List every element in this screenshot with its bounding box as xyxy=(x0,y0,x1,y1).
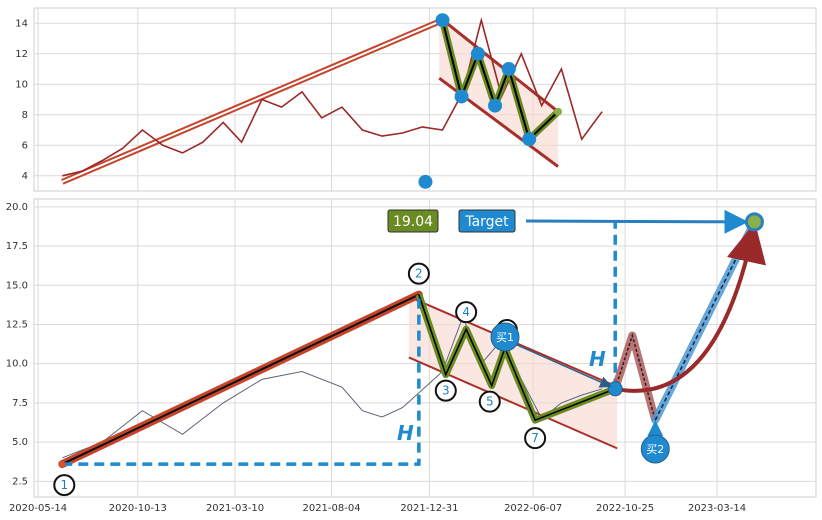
buy-marker-circle xyxy=(640,434,670,464)
top-y-tick-label: 14 xyxy=(15,18,28,29)
top-plot-area xyxy=(33,7,817,192)
bottom-y-tick-label: 17.5 xyxy=(6,241,28,252)
bottom-zigzag xyxy=(415,293,617,424)
bottom-pattern-label: 5 xyxy=(486,395,494,409)
bottom-y-tick-label: 15.0 xyxy=(6,280,28,291)
bottom-y-tick-label: 12.5 xyxy=(6,319,28,330)
bottom-zigzag-inner xyxy=(418,294,616,422)
bottom-pattern-label-circle xyxy=(407,262,430,285)
top-y-ticks: 4 6 8 10 12 14 xyxy=(15,18,28,182)
top-grid xyxy=(34,8,816,191)
bottom-y-tick-label: 7.5 xyxy=(12,398,28,409)
bottom-height-line-pole xyxy=(62,294,421,466)
buy-marker-label: 买1 xyxy=(496,331,514,344)
bottom-y-ticks: 2.5 5.0 7.5 10.0 12.5 15.0 17.5 20.0 xyxy=(6,202,28,487)
bottom-pattern-label: 4 xyxy=(462,305,470,319)
top-pattern-point xyxy=(435,13,450,28)
top-rising-line-inner xyxy=(61,19,443,183)
target-price-box: 19.04 xyxy=(387,209,439,233)
bottom-target-point xyxy=(744,212,764,232)
height-marker-right: H xyxy=(589,347,606,371)
bottom-x-tick-label: 2023-03-14 xyxy=(688,503,746,514)
target-price-text: 19.04 xyxy=(393,214,433,230)
bottom-x-tick-label: 2021-08-04 xyxy=(302,503,360,514)
target-label-box: Target xyxy=(458,209,516,233)
bottom-x-tick-label: 2021-12-31 xyxy=(400,503,458,514)
bottom-panel: 2.5 5.0 7.5 10.0 12.5 15.0 17.5 20.0 2020-05-14… xyxy=(6,198,817,514)
bottom-x-tick-label: 2020-05-14 xyxy=(9,503,67,514)
top-y-tick-label: 8 xyxy=(22,110,28,121)
top-pattern-point xyxy=(554,107,563,116)
bottom-pattern-label: 2 xyxy=(415,267,423,281)
height-marker-left: H xyxy=(397,421,414,445)
top-y-tick-label: 12 xyxy=(15,49,28,60)
bottom-buy-markers: 买1 买2 xyxy=(490,322,670,464)
top-pattern-point xyxy=(470,46,485,61)
top-y-tick-label: 4 xyxy=(22,171,28,182)
bottom-flagpole xyxy=(58,290,423,469)
bottom-y-tick-label: 5.0 xyxy=(12,437,28,448)
bottom-pattern-label-circle xyxy=(53,474,76,497)
bottom-pattern-label-circle xyxy=(524,427,547,450)
bottom-pattern-label-circle xyxy=(478,390,501,413)
target-label-text: Target xyxy=(464,214,509,230)
bottom-breakout-point xyxy=(607,381,623,397)
bottom-y-tick-label: 10.0 xyxy=(6,359,28,370)
top-pattern-point xyxy=(418,174,433,189)
buy-marker-circle xyxy=(490,322,520,352)
top-pattern-point xyxy=(454,89,469,104)
bottom-y-tick-label: 2.5 xyxy=(12,476,28,487)
bottom-pattern-label: 3 xyxy=(442,384,450,398)
bottom-x-tick-label: 2022-10-25 xyxy=(596,503,654,514)
top-pattern-point xyxy=(488,98,503,113)
bottom-x-tick-label: 2022-06-07 xyxy=(504,503,562,514)
bottom-start-point xyxy=(59,461,66,468)
top-panel: 4 6 8 10 12 14 xyxy=(15,7,817,192)
top-rising-trendline xyxy=(61,17,444,185)
bottom-projection-zigzag-inner xyxy=(614,332,656,421)
bottom-height-lines xyxy=(62,221,617,466)
top-pattern-points xyxy=(418,13,563,189)
buy1-arrow xyxy=(516,344,612,388)
bottom-pattern-label-circle xyxy=(434,379,457,402)
bottom-y-tick-label: 20.0 xyxy=(6,202,28,213)
bottom-x-tick-label: 2021-03-10 xyxy=(206,503,264,514)
bottom-projection-curve-arrow xyxy=(614,222,767,393)
bottom-pattern-label: 7 xyxy=(531,431,539,445)
top-pattern-point xyxy=(501,62,516,76)
bottom-x-tick-label: 2020-10-13 xyxy=(109,503,167,514)
top-y-tick-label: 6 xyxy=(22,140,28,151)
bottom-target-arrow xyxy=(525,209,749,234)
bottom-pattern-label-circle xyxy=(455,301,478,324)
bottom-price-line xyxy=(62,315,603,459)
bottom-projection xyxy=(59,209,767,468)
bottom-flagpole-inner xyxy=(61,293,420,465)
top-pattern-point xyxy=(522,132,537,147)
buy-marker-label: 买2 xyxy=(646,443,664,456)
bottom-grid xyxy=(34,199,816,497)
top-y-tick-label: 10 xyxy=(15,79,28,90)
bottom-pattern-label: 1 xyxy=(60,478,68,492)
bottom-x-ticks: 2020-05-14 2020-10-13 2021-03-10 2021-08-04… xyxy=(9,503,746,514)
